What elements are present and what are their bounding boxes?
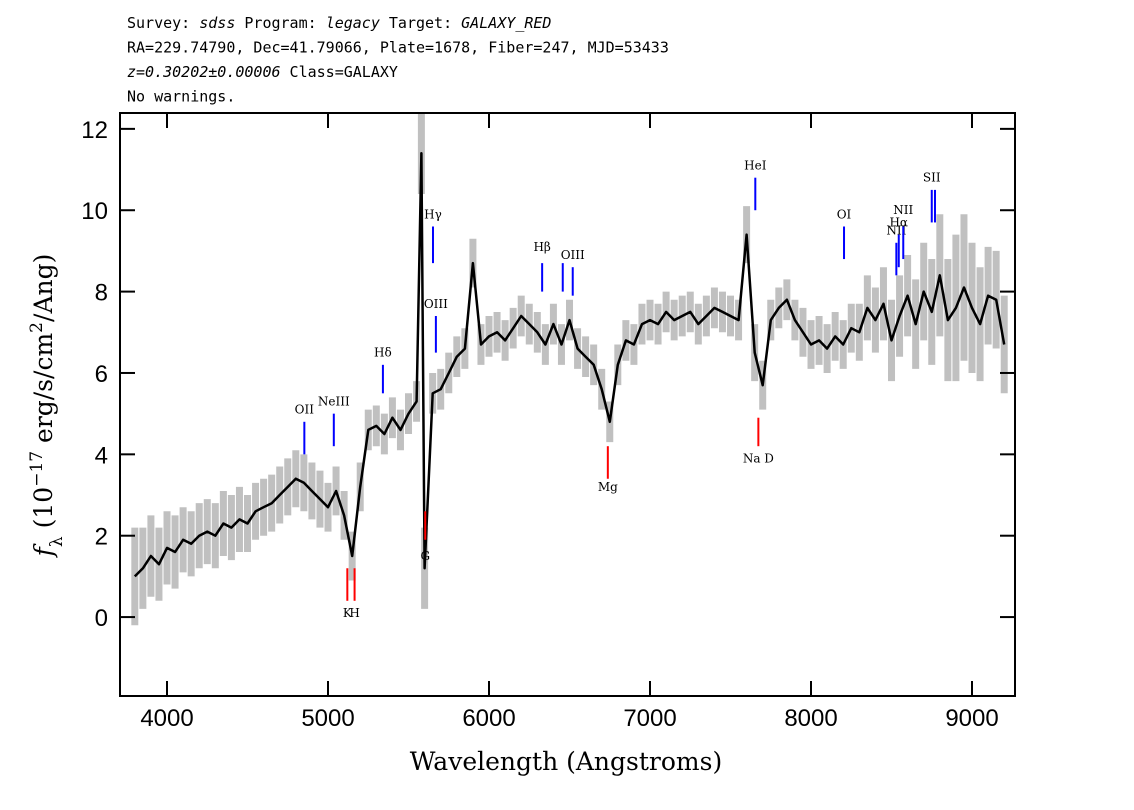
header-text: RA=229.74790, Dec=41.79066, Plate=1678, …: [127, 39, 669, 57]
y-tick-label: 12: [81, 117, 108, 144]
y-label-text: f: [29, 543, 58, 558]
line-label: H: [349, 606, 359, 620]
plot-frame: [119, 112, 1016, 697]
line-label: NII: [886, 224, 906, 238]
y-tick-label: 4: [95, 442, 108, 469]
line-label: OIII: [424, 297, 448, 311]
header-text: legacy: [326, 14, 380, 32]
header-text: Program:: [235, 14, 325, 32]
line-label: Mg: [598, 480, 618, 494]
line-label: Hα: [889, 215, 908, 229]
y-axis-label: fλ (10−17 erg/s/cm2/Ang): [27, 254, 67, 559]
y-label-text: −17: [27, 451, 47, 487]
y-label-text: λ: [47, 536, 67, 547]
line-label: OI: [837, 207, 852, 221]
line-label: Na D: [743, 451, 774, 465]
y-tick-label: 2: [95, 524, 108, 551]
x-axis-label: Wavelength (Angstroms): [410, 747, 722, 776]
header-text: GALAXY_RED: [461, 14, 551, 32]
x-tick-label: 8000: [784, 705, 837, 732]
x-tick-label: 4000: [140, 705, 193, 732]
header-line: Survey: sdss Program: legacy Target: GAL…: [127, 14, 551, 32]
line-label: OIII: [561, 248, 585, 262]
line-label: NeIII: [318, 394, 350, 408]
header-text: z=0.30202±0.00006: [127, 63, 281, 81]
y-tick-label: 10: [81, 198, 108, 225]
x-tick-label: 6000: [462, 705, 515, 732]
y-label-text: (10: [29, 487, 58, 537]
y-label-text: erg/s/cm: [29, 333, 58, 451]
header-line: No warnings.: [127, 88, 235, 106]
header-text: sdss: [199, 14, 235, 32]
x-tick-label: 9000: [945, 705, 998, 732]
line-label: Hδ: [374, 346, 392, 360]
y-tick-label: 6: [95, 361, 108, 388]
line-label: K: [343, 606, 353, 620]
y-tick-label: 8: [95, 280, 108, 307]
header-line: RA=229.74790, Dec=41.79066, Plate=1678, …: [127, 39, 669, 57]
line-label: G: [420, 549, 430, 563]
line-label: NII: [893, 203, 913, 217]
header-line: z=0.30202±0.00006 Class=GALAXY: [127, 63, 398, 81]
y-label-text: /Ang): [29, 254, 58, 322]
spectrum: [133, 152, 1006, 578]
header-text: Survey:: [127, 14, 199, 32]
line-label: HeI: [744, 158, 767, 172]
line-label: SII: [923, 171, 941, 185]
header-text: No warnings.: [127, 88, 235, 106]
header-text: Class=GALAXY: [281, 63, 398, 81]
axes: 4000 5000 6000 7000 8000 9000 0 2 4 6 8 10 12: [81, 113, 1015, 732]
x-tick-label: 7000: [623, 705, 676, 732]
line-label: Hγ: [424, 207, 442, 221]
header-text: Target:: [380, 14, 461, 32]
y-label-text: 2: [27, 322, 47, 333]
header: Survey: sdss Program: legacy Target: GAL…: [127, 14, 669, 106]
x-tick-label: 5000: [301, 705, 354, 732]
spectrum-line: [133, 152, 1006, 578]
y-tick-label: 0: [95, 605, 108, 632]
line-label: OII: [295, 403, 315, 417]
line-label: Hβ: [533, 240, 550, 254]
